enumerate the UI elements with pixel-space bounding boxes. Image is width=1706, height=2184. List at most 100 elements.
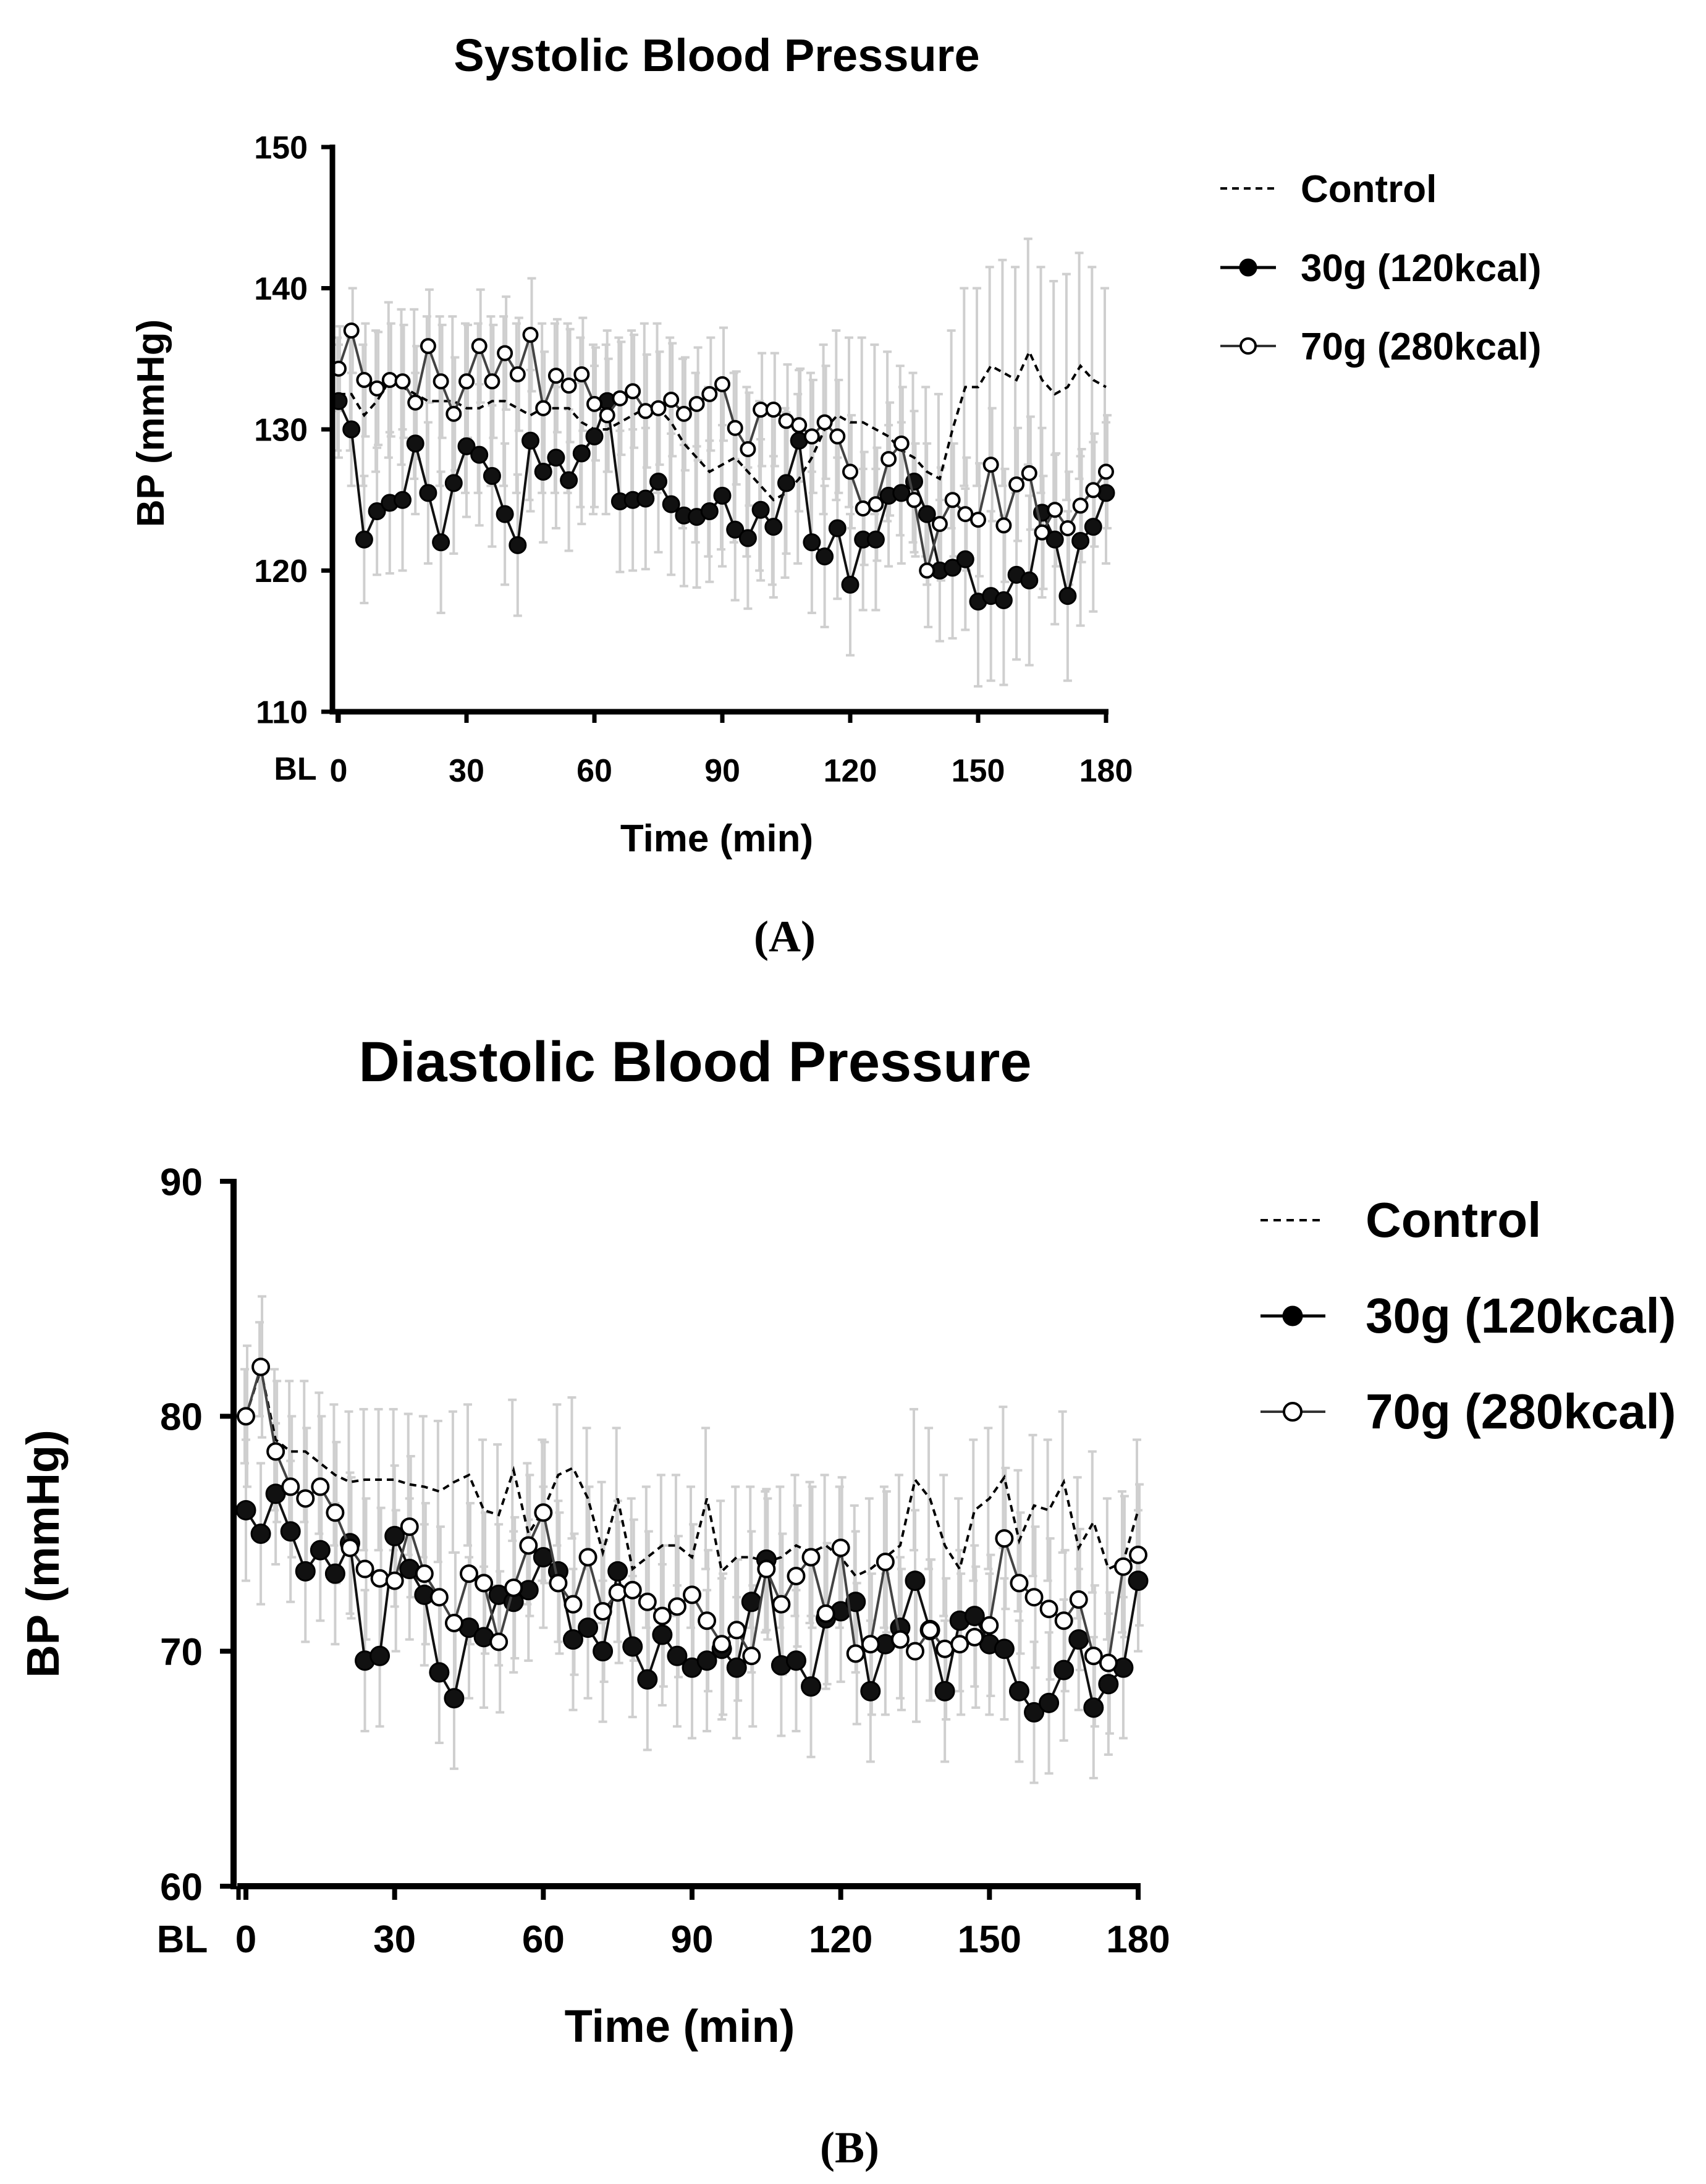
data-point-70g: [727, 1621, 746, 1640]
data-point-70g: [385, 1571, 404, 1590]
data-point-70g: [623, 1580, 642, 1600]
data-point-30g: [496, 505, 514, 523]
data-point-70g: [593, 1602, 612, 1621]
y-tick-label: 120: [254, 554, 308, 589]
x-tick-label: 60: [522, 1918, 565, 1961]
data-point-30g: [934, 1680, 955, 1701]
data-point-70g: [861, 1635, 880, 1654]
data-point-30g: [1068, 1629, 1089, 1650]
data-point-70g: [712, 1635, 732, 1654]
data-point-30g: [280, 1521, 301, 1542]
data-point-30g: [235, 1499, 256, 1520]
data-point-70g: [890, 1630, 910, 1649]
data-point-70g: [599, 407, 615, 424]
data-point-30g: [1039, 1692, 1060, 1713]
data-point-70g: [1008, 476, 1025, 493]
data-point-30g: [1024, 1702, 1045, 1723]
data-point-30g: [866, 530, 885, 549]
legend: Control 30g (120kcal) 70g (280kcal): [1220, 168, 1541, 368]
y-tick-label: 150: [254, 130, 308, 166]
data-point-30g: [845, 1592, 866, 1613]
legend-label-control: Control: [1366, 1192, 1541, 1247]
data-point-70g: [578, 1548, 598, 1567]
data-point-30g: [585, 427, 604, 445]
y-tick-label: 90: [160, 1161, 203, 1204]
data-point-30g: [637, 1669, 658, 1690]
x-tick-label: 150: [958, 1918, 1021, 1961]
data-point-70g: [355, 1559, 374, 1579]
data-point-70g: [829, 428, 846, 445]
data-point-70g: [1099, 1653, 1118, 1672]
bl-tick-label: BL: [157, 1918, 208, 1961]
data-point-70g: [415, 1564, 434, 1583]
data-point-70g: [714, 376, 730, 392]
data-point-30g: [860, 1680, 881, 1701]
data-point-70g: [1069, 1590, 1088, 1609]
data-point-70g: [534, 1503, 553, 1522]
data-point-30g: [384, 1525, 405, 1546]
data-point-30g: [368, 502, 386, 521]
data-point-70g: [778, 413, 795, 429]
data-point-30g: [578, 1617, 599, 1638]
data-point-30g: [534, 463, 552, 481]
data-point-70g: [340, 1538, 360, 1558]
data-point-70g: [446, 405, 462, 422]
data-point-70g: [1021, 465, 1037, 481]
data-point-30g: [905, 1571, 926, 1592]
data-point-70g: [868, 496, 884, 513]
data-point-70g: [921, 1621, 940, 1640]
data-point-30g: [785, 1650, 806, 1671]
data-point-70g: [625, 383, 641, 400]
data-point-70g: [980, 1616, 999, 1635]
systolic-chart: Systolic Blood Pressure BP (mmHg) Time (…: [130, 30, 1541, 961]
legend: Control 30g (120kcal) 70g (280kcal): [1260, 1192, 1676, 1439]
x-tick-label: 90: [704, 753, 740, 789]
data-point-70g: [326, 1503, 345, 1522]
y-tick-label: 70: [160, 1631, 203, 1674]
data-point-70g: [237, 1407, 255, 1426]
data-point-30g: [342, 420, 361, 439]
data-point-70g: [1034, 524, 1050, 541]
data-point-70g: [935, 1639, 955, 1658]
data-point-30g: [956, 550, 974, 568]
y-tick-label: 80: [160, 1396, 203, 1439]
data-point-30g: [509, 536, 527, 554]
data-point-70g: [816, 414, 833, 431]
data-point-30g: [250, 1524, 271, 1544]
data-point-70g: [880, 450, 897, 467]
data-point-30g: [841, 575, 859, 594]
data-point-70g: [433, 373, 449, 390]
x-tick-label: 0: [235, 1918, 256, 1961]
data-point-70g: [772, 1595, 791, 1614]
data-point-30g: [355, 530, 373, 549]
data-point-30g: [667, 1645, 688, 1666]
data-point-30g: [801, 1676, 822, 1697]
data-point-30g: [662, 495, 680, 513]
x-tick-label: 30: [373, 1918, 416, 1961]
y-tick-label: 110: [256, 695, 308, 731]
data-point-70g: [444, 1614, 463, 1633]
data-point-70g: [1113, 1557, 1133, 1576]
data-point-30g: [394, 491, 412, 509]
legend-marker-70g: [1283, 1402, 1303, 1422]
data-point-30g: [406, 434, 424, 453]
data-point-70g: [638, 1592, 657, 1611]
data-point-30g: [533, 1547, 554, 1568]
data-point-70g: [803, 428, 820, 445]
data-point-70g: [663, 392, 680, 408]
data-point-70g: [407, 394, 424, 411]
data-point-70g: [740, 441, 756, 457]
data-point-30g: [419, 484, 437, 502]
legend-marker-30g: [1282, 1305, 1303, 1326]
data-point-30g: [803, 533, 821, 552]
data-point-70g: [846, 1644, 865, 1663]
x-tick-label: 150: [952, 753, 1005, 789]
data-point-30g: [700, 502, 719, 521]
data-point-70g: [1129, 1545, 1147, 1564]
x-axis-label: Time (min): [620, 817, 813, 860]
data-point-70g: [356, 372, 373, 389]
series-line-control: [245, 1364, 1139, 1578]
data-point-70g: [400, 1517, 419, 1537]
data-point-70g: [343, 323, 360, 339]
